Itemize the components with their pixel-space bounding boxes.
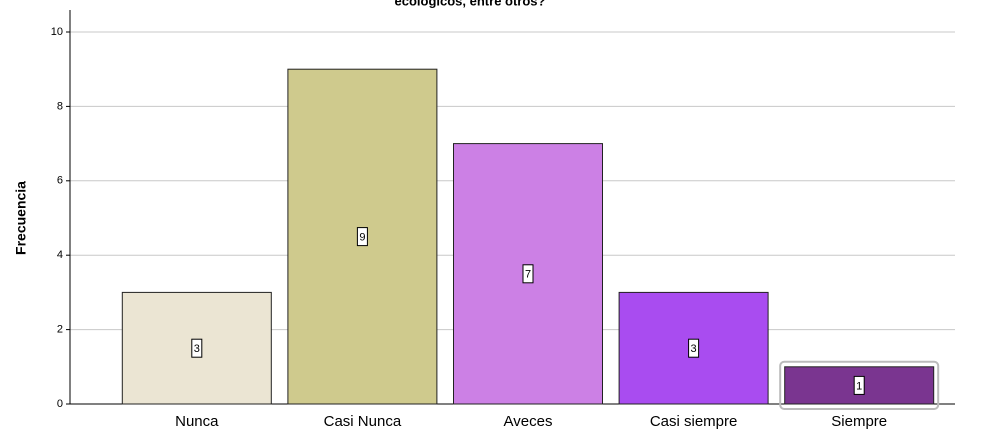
- selection-frame: [779, 360, 940, 410]
- value-label-box: [688, 338, 700, 358]
- x-tick-label: Aveces: [504, 413, 553, 430]
- value-label-box: [356, 227, 368, 247]
- y-tick-label: 4: [57, 249, 63, 261]
- value-label: 3: [194, 343, 200, 355]
- value-label: 3: [691, 343, 697, 355]
- x-tick-label: Casi Nunca: [324, 413, 402, 430]
- y-tick-label: 10: [51, 26, 63, 38]
- value-label-box: [191, 338, 203, 358]
- x-tick-label: Nunca: [175, 413, 219, 430]
- value-label: 7: [525, 269, 531, 281]
- y-axis-label: Frecuencia: [13, 181, 29, 255]
- x-tick-label: Casi siempre: [650, 413, 738, 430]
- chart-title: ecológicos, entre otros?: [395, 0, 546, 8]
- value-label-box: [853, 375, 865, 395]
- y-tick-label: 0: [57, 398, 63, 410]
- value-label: 1: [856, 380, 862, 392]
- value-label-box: [522, 264, 534, 284]
- value-label: 9: [359, 232, 365, 244]
- x-tick-label: Siempre: [831, 413, 887, 430]
- y-tick-label: 2: [57, 324, 63, 336]
- y-tick-label: 6: [57, 175, 63, 187]
- y-tick-label: 8: [57, 100, 63, 112]
